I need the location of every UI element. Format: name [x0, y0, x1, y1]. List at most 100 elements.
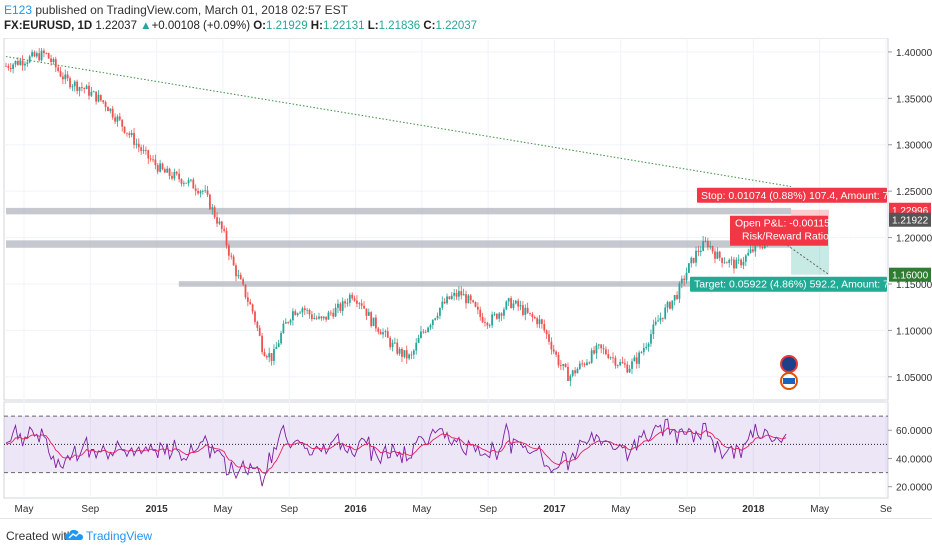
candle-body	[391, 342, 394, 348]
author-name[interactable]: E123	[4, 3, 33, 17]
candle-body	[514, 300, 517, 304]
candle-body	[299, 312, 301, 314]
candle-body	[657, 320, 659, 322]
candle-body	[159, 163, 162, 172]
candle-body	[325, 316, 328, 320]
candle-body	[692, 257, 695, 263]
candle-body	[602, 348, 605, 350]
candle-body	[35, 53, 38, 57]
candle-body	[7, 65, 10, 68]
candle-body	[372, 317, 375, 327]
candle-body	[690, 257, 693, 264]
candle-body	[270, 353, 273, 361]
candle-body	[593, 350, 595, 354]
candle-body	[543, 323, 546, 331]
candle-body	[462, 294, 465, 296]
candle-body	[21, 60, 24, 66]
candle-body	[135, 143, 138, 145]
candle-body	[664, 307, 667, 319]
price-tick-label: 1.05000	[896, 373, 932, 384]
candle-body	[581, 363, 584, 365]
long-short-position[interactable]: Stop: 0.01074 (0.88%) 107.4, Amount: 7 Op…	[690, 187, 889, 292]
candle-body	[481, 316, 484, 323]
candle-body	[190, 179, 192, 181]
created-with-text: Created with	[6, 529, 74, 543]
candle-body	[742, 261, 745, 266]
candle-body	[327, 312, 330, 320]
candle-body	[744, 255, 747, 262]
time-tick-label: May	[213, 504, 232, 515]
candle-body	[12, 64, 15, 69]
price-chart[interactable]: Stop: 0.01074 (0.88%) 107.4, Amount: 7 Op…	[0, 38, 932, 518]
axes: 1.40000 1.35000 1.30000 1.25000 1.20000 1.150…	[15, 48, 932, 515]
rsi-tick-label: 40.0000	[896, 454, 932, 465]
close-label: C:	[423, 20, 436, 32]
candle-body	[258, 327, 261, 336]
candle-body	[109, 108, 112, 112]
candle-body	[187, 180, 190, 184]
candle-body	[503, 309, 505, 316]
candle-body	[377, 328, 380, 332]
candle-body	[38, 53, 41, 61]
candle-body	[396, 342, 399, 354]
candle-body	[263, 352, 266, 357]
candle-body	[104, 102, 107, 108]
candle-body	[95, 91, 98, 102]
us-flag-stripe	[783, 378, 795, 384]
stop-label-bg	[697, 187, 887, 203]
last-price: 1.22037	[95, 20, 137, 32]
candle-body	[306, 309, 309, 311]
candle-body	[85, 85, 88, 90]
candle-body	[735, 259, 738, 269]
candle-body	[389, 337, 392, 348]
candle-body	[638, 352, 641, 364]
candle-body	[273, 348, 275, 361]
candle-body	[457, 291, 460, 297]
candle-body	[673, 295, 676, 301]
candle-body	[631, 361, 633, 369]
candle-body	[645, 346, 648, 349]
candle-body	[367, 312, 370, 316]
candle-body	[612, 357, 614, 359]
tradingview-brand[interactable]: TradingView	[86, 529, 153, 543]
candle-body	[114, 117, 116, 122]
candle-body	[484, 322, 486, 323]
candle-body	[206, 190, 209, 195]
stop-label: Stop: 0.01074 (0.88%) 107.4, Amount: 7	[701, 190, 889, 202]
symbol-name[interactable]: FX:EURUSD, 1D	[4, 20, 93, 32]
candle-body	[244, 284, 247, 298]
candle-body	[26, 62, 29, 64]
candle-body	[59, 70, 62, 77]
candle-body	[28, 56, 31, 63]
candle-body	[251, 304, 254, 312]
candle-body	[178, 173, 180, 180]
candle-body	[512, 303, 515, 309]
candle-body	[282, 323, 285, 333]
candle-body	[500, 313, 503, 316]
candle-body	[9, 67, 12, 69]
candle-body	[216, 217, 218, 224]
candle-body	[574, 370, 576, 374]
candle-body	[586, 362, 588, 365]
candle-body	[232, 256, 235, 266]
target-price-badge-bg	[889, 267, 931, 282]
candle-body	[436, 315, 439, 319]
candle-body	[344, 301, 346, 304]
low-value: 1.21836	[378, 20, 421, 32]
candle-body	[702, 241, 705, 251]
candle-body	[621, 362, 624, 364]
candle-body	[446, 296, 448, 304]
candle-body	[697, 250, 700, 253]
candle-body	[213, 207, 216, 218]
candle-body	[728, 259, 731, 264]
candle-body	[204, 190, 207, 192]
time-tick-label: 2016	[344, 504, 367, 515]
sr-zones[interactable]	[6, 207, 792, 287]
candle-body	[230, 255, 233, 257]
candle-body	[564, 364, 567, 367]
candle-body	[709, 246, 712, 248]
sr-zone	[6, 240, 792, 248]
candle-body	[33, 52, 36, 57]
candle-body	[725, 262, 728, 264]
event-icons[interactable]	[780, 355, 798, 390]
